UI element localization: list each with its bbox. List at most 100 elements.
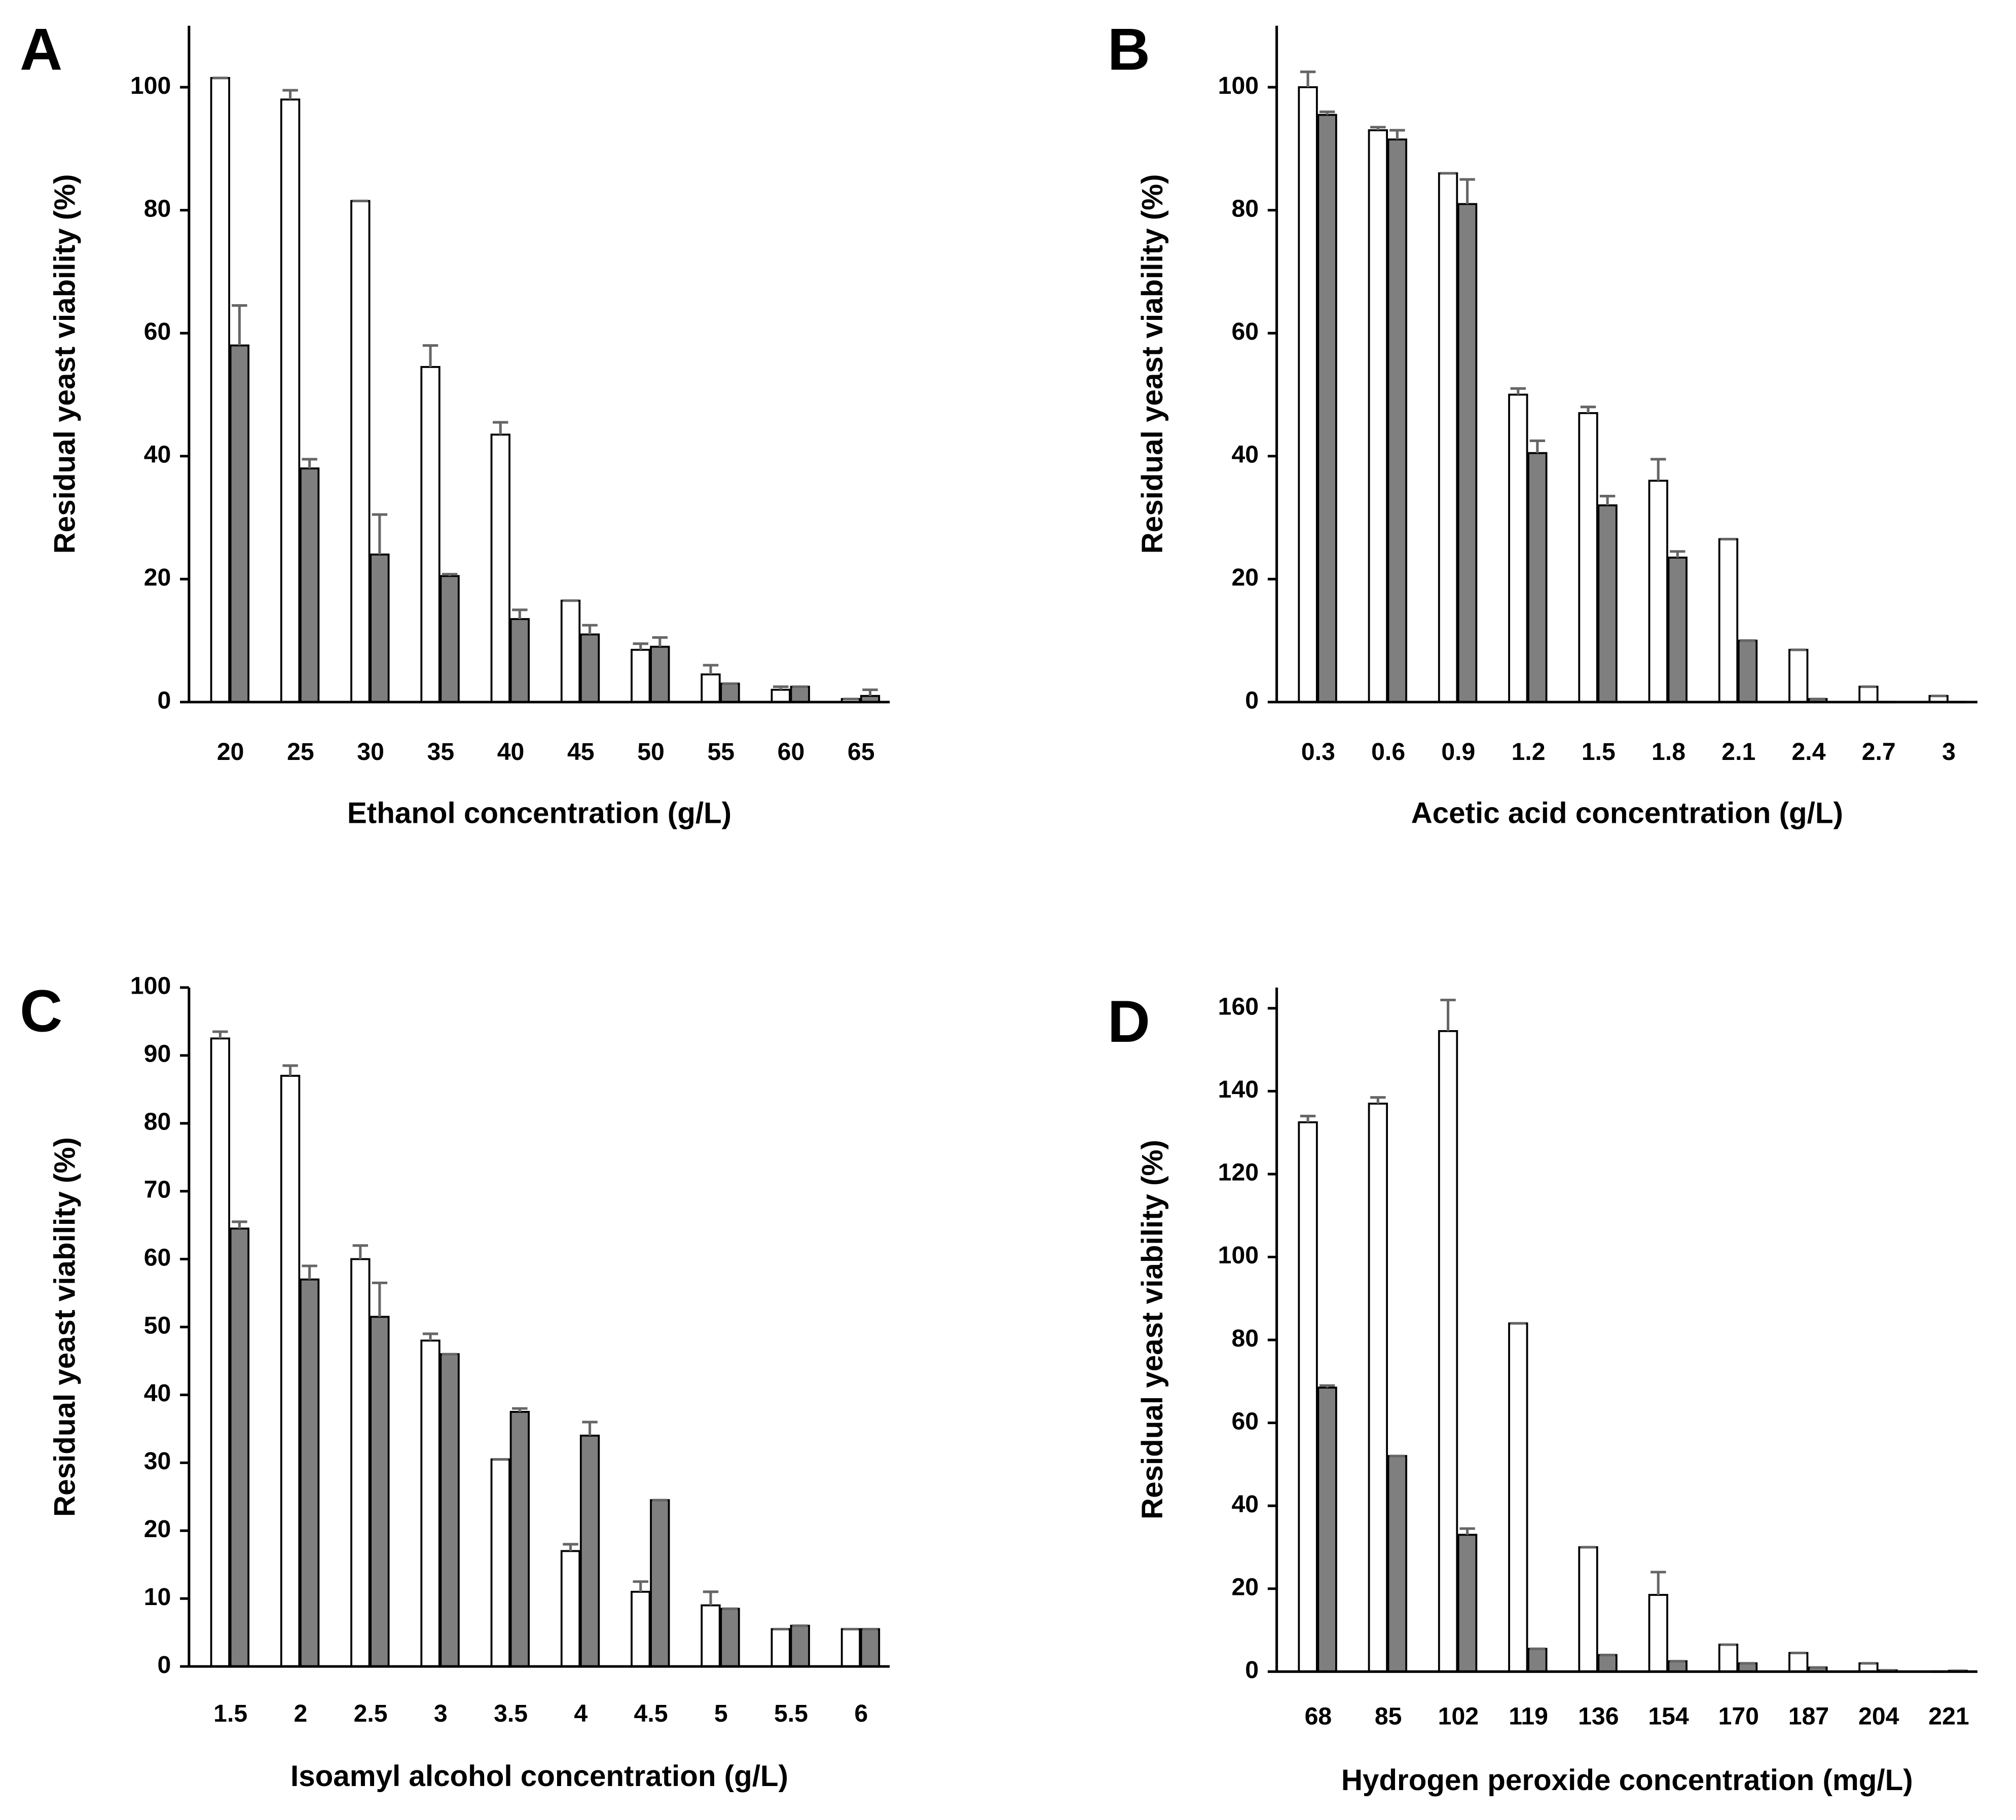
x-tick-label: 45 xyxy=(567,738,595,766)
error-bar xyxy=(773,685,789,690)
error-bar xyxy=(302,458,317,468)
x-tick-label: 3 xyxy=(434,1700,448,1727)
panel-label: A xyxy=(20,16,62,82)
error-bar xyxy=(512,1407,528,1412)
x-tick-label: 170 xyxy=(1718,1702,1759,1730)
error-bar xyxy=(1389,129,1405,140)
x-tick-label: 187 xyxy=(1788,1702,1829,1730)
panel-label: C xyxy=(20,978,62,1044)
y-tick-label: 60 xyxy=(144,1244,171,1271)
bar xyxy=(370,553,390,703)
bar xyxy=(701,673,721,703)
error-bar xyxy=(422,344,438,367)
error-bar xyxy=(862,688,878,696)
bar xyxy=(579,633,600,703)
bar xyxy=(771,1628,791,1668)
x-tick-label: 2.4 xyxy=(1792,738,1826,766)
y-tick-label: 100 xyxy=(1218,1242,1259,1269)
x-tick-label: 5.5 xyxy=(774,1700,808,1727)
y-tick-label: 140 xyxy=(1218,1076,1259,1103)
bar xyxy=(1737,639,1758,703)
bar xyxy=(280,1075,301,1668)
bar xyxy=(490,1458,510,1668)
bar xyxy=(840,1628,861,1668)
bar xyxy=(1578,412,1598,703)
y-tick-label: 40 xyxy=(1231,441,1259,468)
y-tick-label: 60 xyxy=(1231,1407,1259,1435)
x-tick-label: 2 xyxy=(294,1700,307,1727)
x-tick-label: 6 xyxy=(854,1700,868,1727)
x-tick-label: 1.5 xyxy=(213,1700,247,1727)
bar xyxy=(771,688,791,703)
bar xyxy=(1387,1455,1408,1673)
x-axis-label: Hydrogen peroxide concentration (mg/L) xyxy=(1341,1764,1913,1797)
bar xyxy=(1457,203,1478,703)
bar xyxy=(1718,538,1739,703)
bar xyxy=(210,1037,231,1668)
y-tick-label: 40 xyxy=(144,441,171,468)
bar xyxy=(1457,1534,1478,1673)
bar xyxy=(1788,648,1809,703)
bar xyxy=(1667,1660,1688,1673)
bar xyxy=(280,98,301,703)
bar xyxy=(509,618,530,703)
error-bar xyxy=(703,1590,719,1606)
bar xyxy=(560,599,581,703)
y-tick-label: 40 xyxy=(1231,1490,1259,1518)
bar xyxy=(210,77,231,703)
bar xyxy=(631,648,651,703)
x-tick-label: 60 xyxy=(778,738,805,766)
y-axis-label: Residual yeast viability (%) xyxy=(48,1137,81,1517)
x-tick-label: 50 xyxy=(637,738,665,766)
error-bar xyxy=(582,624,598,635)
bar xyxy=(1508,1322,1528,1673)
y-tick-label: 20 xyxy=(1231,1573,1259,1600)
x-axis-label: Acetic acid concentration (g/L) xyxy=(1411,796,1843,829)
bar xyxy=(1648,1594,1668,1673)
x-tick-label: 20 xyxy=(217,738,244,766)
bar xyxy=(560,1550,581,1668)
bar xyxy=(350,1258,371,1668)
y-axis-label: Residual yeast viability (%) xyxy=(48,174,81,554)
y-tick-label: 20 xyxy=(144,1515,171,1543)
error-bar xyxy=(372,513,388,555)
bar xyxy=(720,682,740,703)
y-tick-label: 0 xyxy=(1245,687,1259,714)
x-tick-label: 3 xyxy=(1942,738,1956,766)
error-bar xyxy=(1651,458,1666,481)
error-bar xyxy=(652,636,668,647)
error-bar xyxy=(352,1244,369,1259)
bar xyxy=(579,1434,600,1668)
x-tick-label: 30 xyxy=(357,738,384,766)
bar xyxy=(1858,685,1879,703)
error-bar xyxy=(1670,550,1685,558)
error-bar xyxy=(1510,387,1526,395)
bar xyxy=(1368,129,1388,703)
x-tick-label: 4 xyxy=(574,1700,588,1727)
x-axis-label: Isoamyl alcohol concentration (g/L) xyxy=(290,1760,788,1793)
bar xyxy=(299,1278,320,1668)
bar xyxy=(229,1227,250,1668)
bar xyxy=(1648,480,1668,703)
y-tick-label: 80 xyxy=(1231,1325,1259,1352)
bar xyxy=(650,1499,670,1668)
y-tick-label: 40 xyxy=(144,1379,171,1407)
y-tick-label: 160 xyxy=(1218,993,1259,1021)
x-tick-label: 55 xyxy=(707,738,735,766)
bar xyxy=(790,1624,810,1668)
bar xyxy=(1298,86,1318,703)
x-tick-label: 221 xyxy=(1928,1702,1969,1730)
error-bar xyxy=(1599,495,1616,505)
error-bar xyxy=(512,608,528,620)
error-bar xyxy=(1319,111,1335,115)
y-axis-label: Residual yeast viability (%) xyxy=(1136,1140,1169,1519)
y-tick-label: 100 xyxy=(130,972,171,1000)
bar xyxy=(790,685,810,703)
x-tick-label: 2.7 xyxy=(1862,738,1896,766)
x-tick-label: 40 xyxy=(497,738,525,766)
bar xyxy=(1438,172,1458,703)
x-tick-label: 35 xyxy=(427,738,455,766)
x-tick-label: 4.5 xyxy=(634,1700,668,1727)
x-tick-label: 0.6 xyxy=(1371,738,1405,766)
